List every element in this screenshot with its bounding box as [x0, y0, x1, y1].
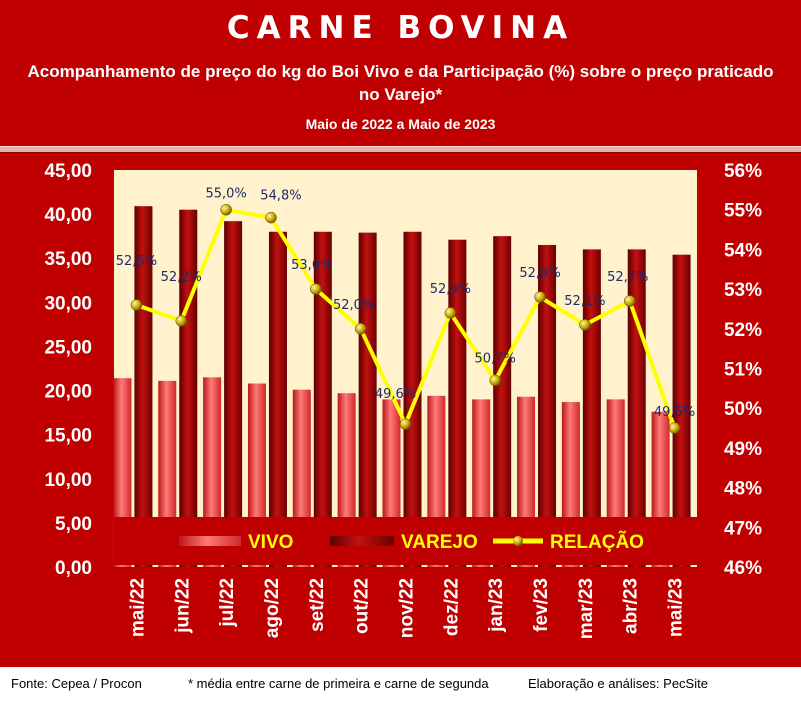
bar-varejo [493, 236, 512, 567]
y-right-tick-label: 52% [724, 320, 762, 341]
x-tick-label: nov/22 [397, 578, 418, 638]
relacao-point [220, 203, 232, 216]
x-tick-label: mai/23 [666, 578, 687, 637]
bar-varejo [313, 231, 332, 567]
relacao-data-label: 52,6% [116, 254, 157, 269]
y-right-tick-label: 47% [724, 518, 762, 539]
bar-varejo [448, 239, 467, 567]
relacao-point [310, 283, 322, 295]
y-right-tick-label: 51% [724, 360, 762, 381]
legend-swatch-vivo [179, 536, 241, 546]
y-left-tick-label: 0,00 [55, 558, 92, 579]
chart-subtitle: Acompanhamento de preço do kg do Boi Viv… [27, 62, 774, 104]
relacao-data-label: 53,0% [291, 258, 332, 273]
y-right-tick-label: 49% [724, 439, 762, 460]
header-divider [0, 146, 801, 153]
y-axis-right: 46% 47% 48% 49% 50% 51% 52% 53% 54% 55% 56% [724, 161, 762, 579]
relacao-data-label: 52,2% [161, 270, 202, 285]
x-tick-label: jun/22 [172, 578, 193, 634]
relacao-point [534, 291, 546, 303]
relacao-point [130, 299, 143, 311]
bar-varejo [358, 232, 377, 568]
legend: VIVO VAREJO RELAÇÃO [179, 531, 644, 553]
footer-source: Fonte: Cepea / Procon [11, 676, 142, 691]
relacao-point [444, 307, 457, 319]
relacao-point [668, 422, 681, 434]
relacao-point [399, 418, 412, 430]
y-right-tick-label: 53% [724, 280, 762, 301]
y-left-tick-label: 40,00 [44, 205, 92, 226]
bar-varejo [672, 254, 691, 567]
relacao-point [579, 319, 591, 331]
footer: Fonte: Cepea / Procon * média entre carn… [0, 676, 801, 698]
y-right-tick-label: 56% [724, 161, 762, 182]
y-right-tick-label: 46% [724, 558, 762, 579]
footer-note: * média entre carne de primeira e carne … [188, 676, 489, 691]
y-right-tick-label: 50% [724, 399, 762, 420]
x-axis: mai/22 jun/22 jul/22 ago/22 set/22 out/22 nov/… [127, 578, 686, 639]
legend-label-varejo: VAREJO [401, 532, 478, 553]
x-tick-label: mai/22 [127, 578, 148, 637]
x-tick-label: set/22 [307, 578, 328, 632]
relacao-point [354, 323, 367, 335]
x-tick-label: out/22 [352, 578, 373, 634]
legend-label-relacao: RELAÇÃO [550, 531, 644, 553]
data-labels-layer: 52,6% 52,2% 55,0% 54,8% 53,0% 52,0% 49,6% 52,4%… [116, 187, 695, 420]
y-left-tick-label: 25,00 [44, 337, 92, 358]
y-right-tick-label: 54% [724, 240, 762, 261]
y-left-tick-label: 30,00 [44, 293, 92, 314]
legend-marker-relacao [513, 536, 523, 546]
y-right-tick-label: 55% [724, 201, 762, 222]
x-tick-label: jul/22 [217, 578, 238, 628]
y-left-tick-label: 5,00 [55, 514, 92, 535]
relacao-point [175, 315, 188, 327]
bar-varejo [224, 221, 243, 567]
relacao-data-label: 50,7% [475, 351, 516, 366]
relacao-line-layer [130, 203, 681, 434]
x-tick-label: fev/23 [531, 578, 552, 632]
bar-varejo [179, 209, 198, 567]
x-tick-label: mar/23 [576, 578, 597, 639]
bar-varejo [538, 244, 557, 567]
relacao-data-label: 52,7% [607, 270, 648, 285]
relacao-data-label: 49,6% [375, 387, 416, 402]
x-tick-label: jan/23 [486, 578, 507, 633]
relacao-data-label: 52,8% [519, 266, 560, 281]
legend-label-vivo: VIVO [248, 532, 293, 553]
bar-varejo [403, 231, 422, 567]
x-tick-label: dez/22 [441, 578, 462, 636]
relacao-data-label: 52,4% [430, 282, 471, 297]
relacao-data-label: 54,8% [260, 189, 301, 204]
relacao-data-label: 52,0% [333, 298, 374, 313]
chart-canvas: 0,00 5,00 10,00 15,00 20,00 25,00 30,00 35,00 40… [44, 161, 762, 639]
chart-title: CARNE BOVINA [226, 10, 575, 46]
relacao-data-label: 55,0% [205, 187, 246, 202]
y-left-tick-label: 20,00 [44, 382, 92, 403]
chart-period: Maio de 2022 a Maio de 2023 [305, 116, 496, 132]
y-axis-left: 0,00 5,00 10,00 15,00 20,00 25,00 30,00 35,00 40… [44, 161, 92, 579]
y-left-tick-label: 45,00 [44, 161, 92, 182]
relacao-point [623, 295, 636, 307]
bar-varejo [134, 206, 153, 567]
y-left-tick-label: 35,00 [44, 249, 92, 270]
x-tick-label: ago/22 [262, 578, 283, 638]
relacao-point [265, 211, 277, 224]
relacao-data-label: 49,5% [654, 405, 695, 420]
y-right-tick-label: 48% [724, 479, 762, 500]
y-left-tick-label: 10,00 [44, 470, 92, 491]
legend-swatch-varejo [330, 536, 394, 546]
relacao-point [489, 374, 501, 387]
footer-credits: Elaboração e análises: PecSite [528, 676, 708, 691]
relacao-data-label: 52,1% [564, 294, 605, 309]
y-left-tick-label: 15,00 [44, 426, 92, 447]
bar-varejo [268, 231, 287, 567]
x-tick-label: abr/23 [621, 578, 642, 634]
